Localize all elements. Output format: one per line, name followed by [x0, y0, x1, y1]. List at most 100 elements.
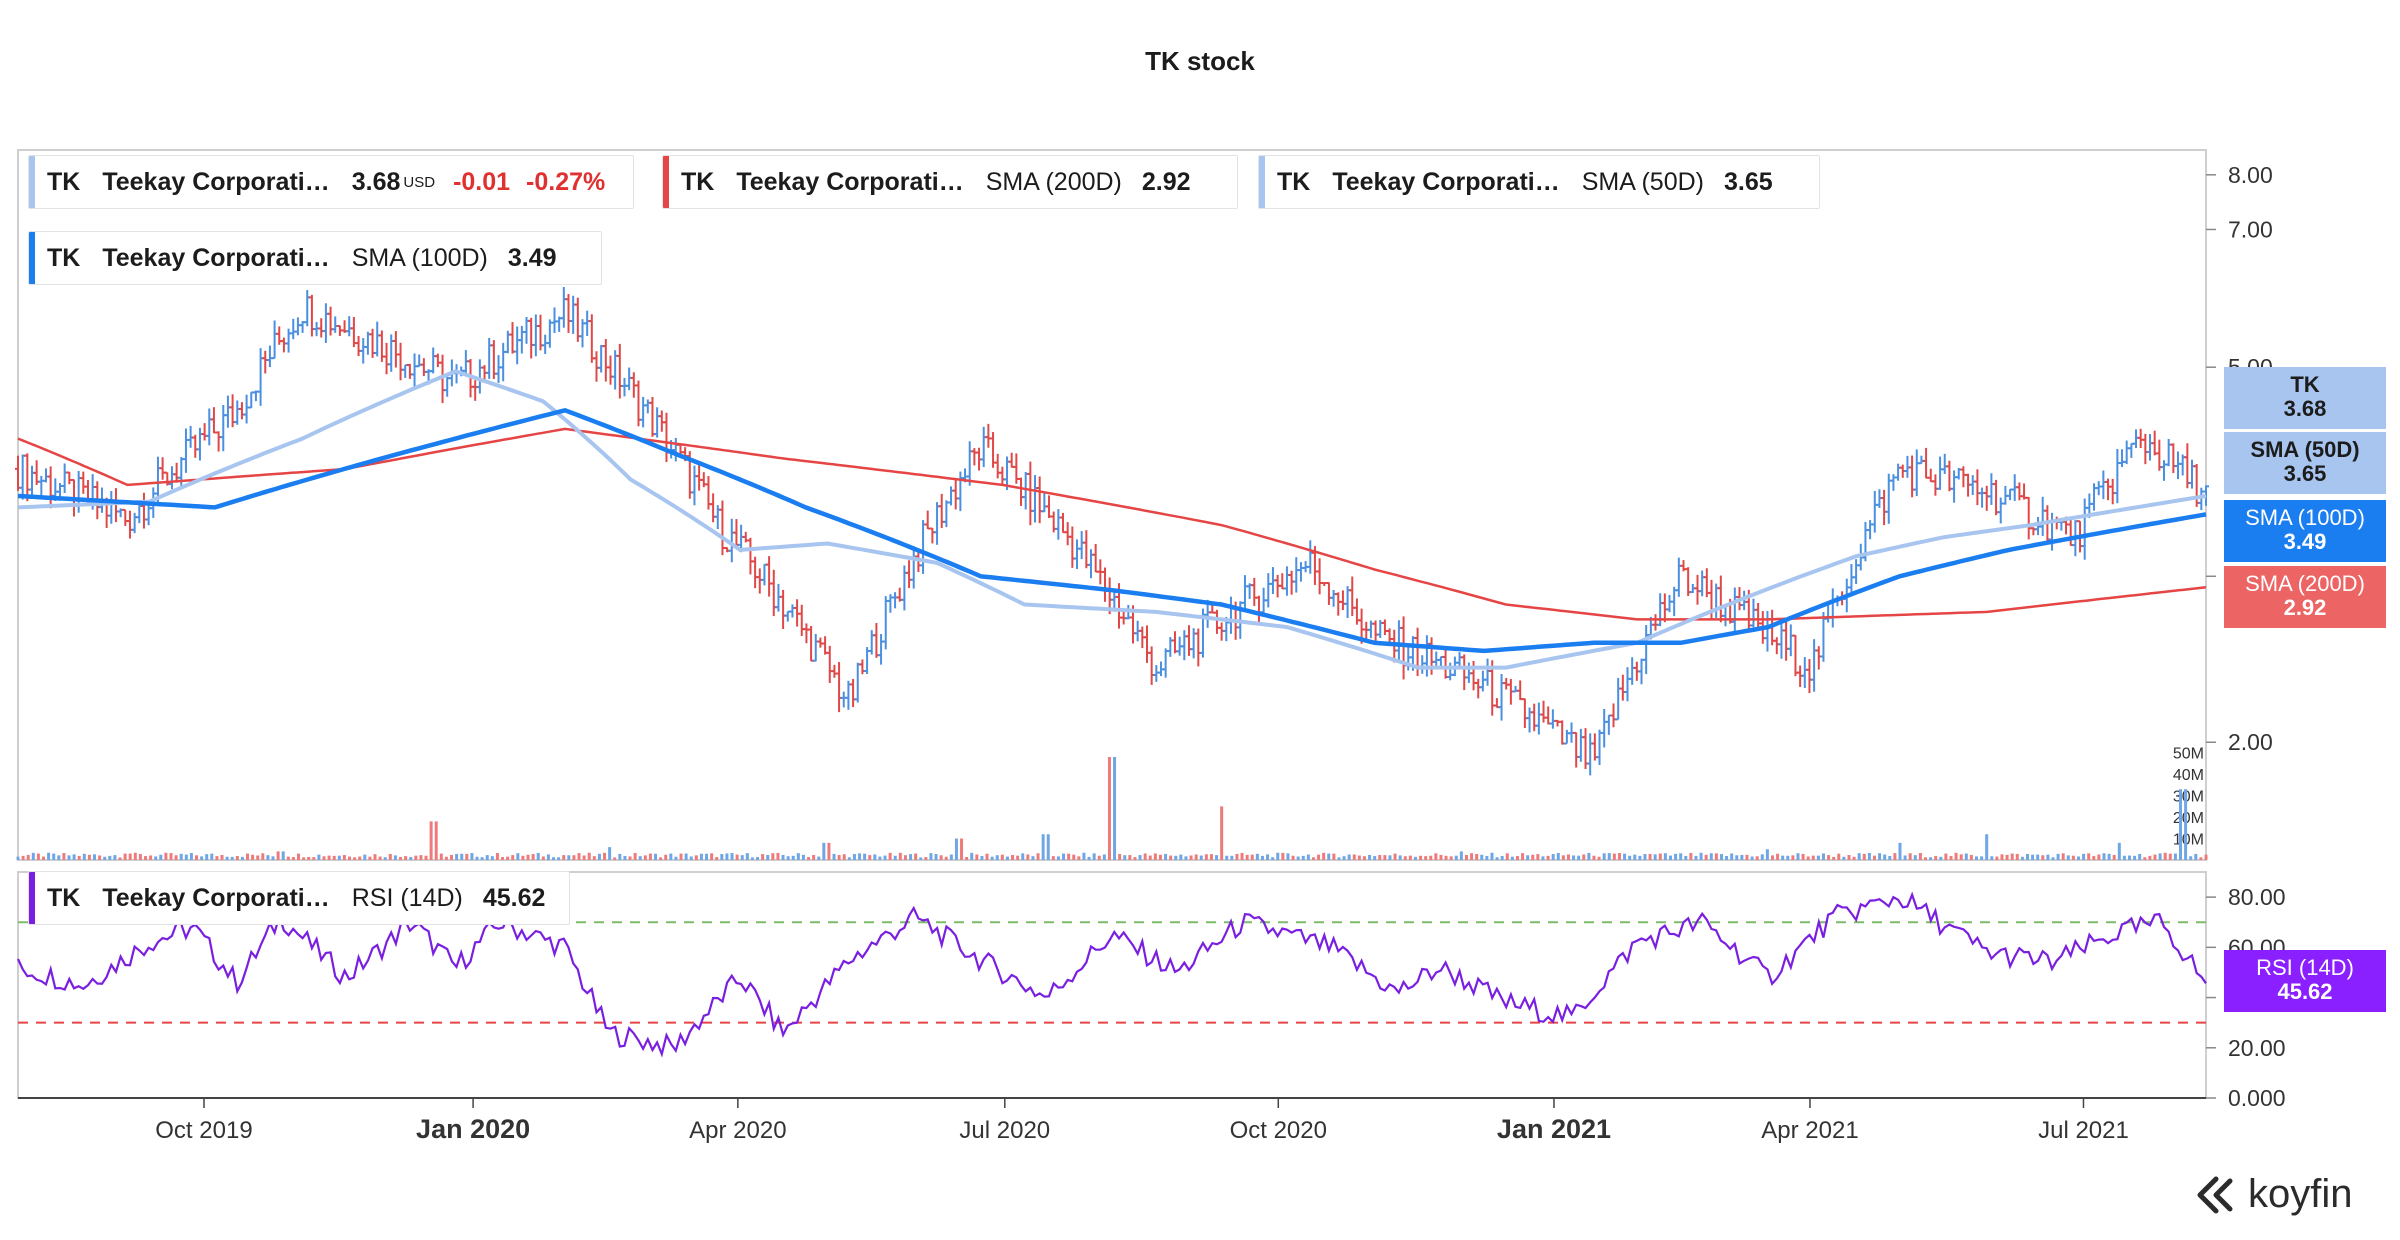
- volume-bar: [1786, 855, 1790, 860]
- volume-bar: [67, 855, 71, 860]
- volume-bar: [2056, 853, 2060, 860]
- volume-bar: [934, 854, 938, 860]
- volume-bar: [1878, 853, 1882, 860]
- volume-bar: [439, 853, 443, 860]
- volume-bar: [1327, 853, 1331, 860]
- x-tick-label: Oct 2020: [1230, 1117, 1327, 1144]
- x-tick-label: Jul 2021: [2038, 1117, 2129, 1144]
- legend-main[interactable]: TK Teekay Corporati… 3.68 USD -0.01 -0.2…: [28, 155, 634, 209]
- volume-bar: [271, 856, 275, 860]
- volume-bar: [2092, 856, 2096, 860]
- volume-bar: [2117, 842, 2121, 860]
- volume-bar: [485, 855, 489, 860]
- volume-bar: [2051, 857, 2055, 860]
- legend-sma200-swatch: [663, 156, 669, 208]
- volume-bar: [1500, 856, 1504, 860]
- price-tag-rsi-label: RSI (14D): [2256, 955, 2354, 980]
- volume-bar: [1454, 855, 1458, 860]
- volume-bar: [796, 853, 800, 860]
- price-tick-label: 7.00: [2228, 216, 2273, 242]
- volume-bar: [776, 852, 780, 860]
- volume-bar: [1439, 854, 1443, 860]
- volume-bar: [817, 856, 821, 860]
- volume-bar: [169, 853, 173, 860]
- volume-bar: [965, 856, 969, 860]
- volume-bar: [786, 856, 790, 860]
- volume-bar: [623, 855, 627, 860]
- volume-bar: [1923, 857, 1927, 860]
- volume-bar: [801, 854, 805, 860]
- price-tag-sma100-label: SMA (100D): [2245, 505, 2365, 530]
- volume-bar: [98, 855, 102, 860]
- legend-sma50-value: 3.65: [1723, 167, 1773, 196]
- volume-bar: [1311, 857, 1315, 860]
- x-tick-label: Apr 2020: [689, 1117, 786, 1144]
- volume-bar: [1883, 854, 1887, 860]
- volume-bar: [1005, 856, 1009, 860]
- legend-sma200[interactable]: TK Teekay Corporati… SMA (200D) 2.92: [662, 155, 1238, 209]
- volume-bar: [1347, 854, 1351, 860]
- price-tag-sma50-value: 3.65: [2283, 461, 2327, 486]
- volume-bar: [1419, 855, 1423, 860]
- volume-bar: [1286, 853, 1290, 860]
- volume-bar: [1913, 855, 1917, 860]
- volume-bar: [1827, 855, 1831, 860]
- volume-bar: [1541, 856, 1545, 860]
- volume-bar: [210, 853, 214, 860]
- legend-main-ticker: TK: [47, 167, 81, 196]
- volume-bar: [276, 851, 280, 860]
- volume-bar: [393, 855, 397, 860]
- volume-bar: [1816, 855, 1820, 860]
- volume-bar: [378, 856, 382, 860]
- volume-bar: [1969, 854, 1973, 860]
- volume-bar: [541, 856, 545, 860]
- volume-bar: [235, 855, 239, 860]
- volume-bar: [1980, 856, 1984, 860]
- volume-bar: [1230, 855, 1234, 860]
- volume-bar: [791, 855, 795, 860]
- volume-tick-label: 30M: [2173, 789, 2204, 806]
- volume-bar: [710, 853, 714, 860]
- volume-bar: [684, 853, 688, 860]
- rsi-line: [17, 891, 2207, 1058]
- volume-bar: [424, 855, 428, 860]
- volume-bar: [1495, 857, 1499, 860]
- volume-bar: [1067, 853, 1071, 860]
- price-tag-sma200: SMA (200D) 2.92: [2224, 566, 2386, 628]
- volume-bar: [1607, 853, 1611, 860]
- volume-bar: [383, 857, 387, 860]
- volume-bar: [1128, 855, 1132, 860]
- volume-bar: [200, 856, 204, 860]
- volume-bar: [592, 856, 596, 860]
- volume-bar: [1750, 856, 1754, 860]
- volume-bar: [128, 853, 132, 860]
- volume-bar: [2127, 855, 2131, 860]
- volume-bar: [893, 855, 897, 860]
- volume-bar: [133, 852, 137, 860]
- volume-bar: [225, 856, 229, 860]
- volume-bar: [1811, 855, 1815, 860]
- legend-sma50[interactable]: TK Teekay Corporati… SMA (50D) 3.65: [1258, 155, 1820, 209]
- x-tick-label: Jan 2020: [416, 1114, 530, 1144]
- volume-bar: [949, 854, 953, 860]
- volume-bar: [1143, 853, 1147, 860]
- volume-bar: [1592, 855, 1596, 860]
- volume-bar: [929, 853, 933, 860]
- volume-bar: [577, 853, 581, 860]
- volume-bar: [57, 855, 61, 860]
- volume-bar: [1776, 853, 1780, 860]
- volume-bar: [1184, 856, 1188, 860]
- volume-bar: [1893, 853, 1897, 860]
- volume-bar: [618, 853, 622, 860]
- legend-main-name: Teekay Corporati…: [102, 167, 330, 196]
- volume-bar: [1011, 854, 1015, 860]
- volume-bar: [582, 855, 586, 860]
- volume-bar: [536, 852, 540, 860]
- volume-bar: [858, 853, 862, 860]
- volume-bar: [72, 854, 76, 860]
- volume-bar: [1158, 854, 1162, 860]
- volume-tick-label: 10M: [2173, 832, 2204, 849]
- legend-rsi[interactable]: TK Teekay Corporati… RSI (14D) 45.62: [28, 871, 570, 925]
- legend-sma100[interactable]: TK Teekay Corporati… SMA (100D) 3.49: [28, 231, 602, 285]
